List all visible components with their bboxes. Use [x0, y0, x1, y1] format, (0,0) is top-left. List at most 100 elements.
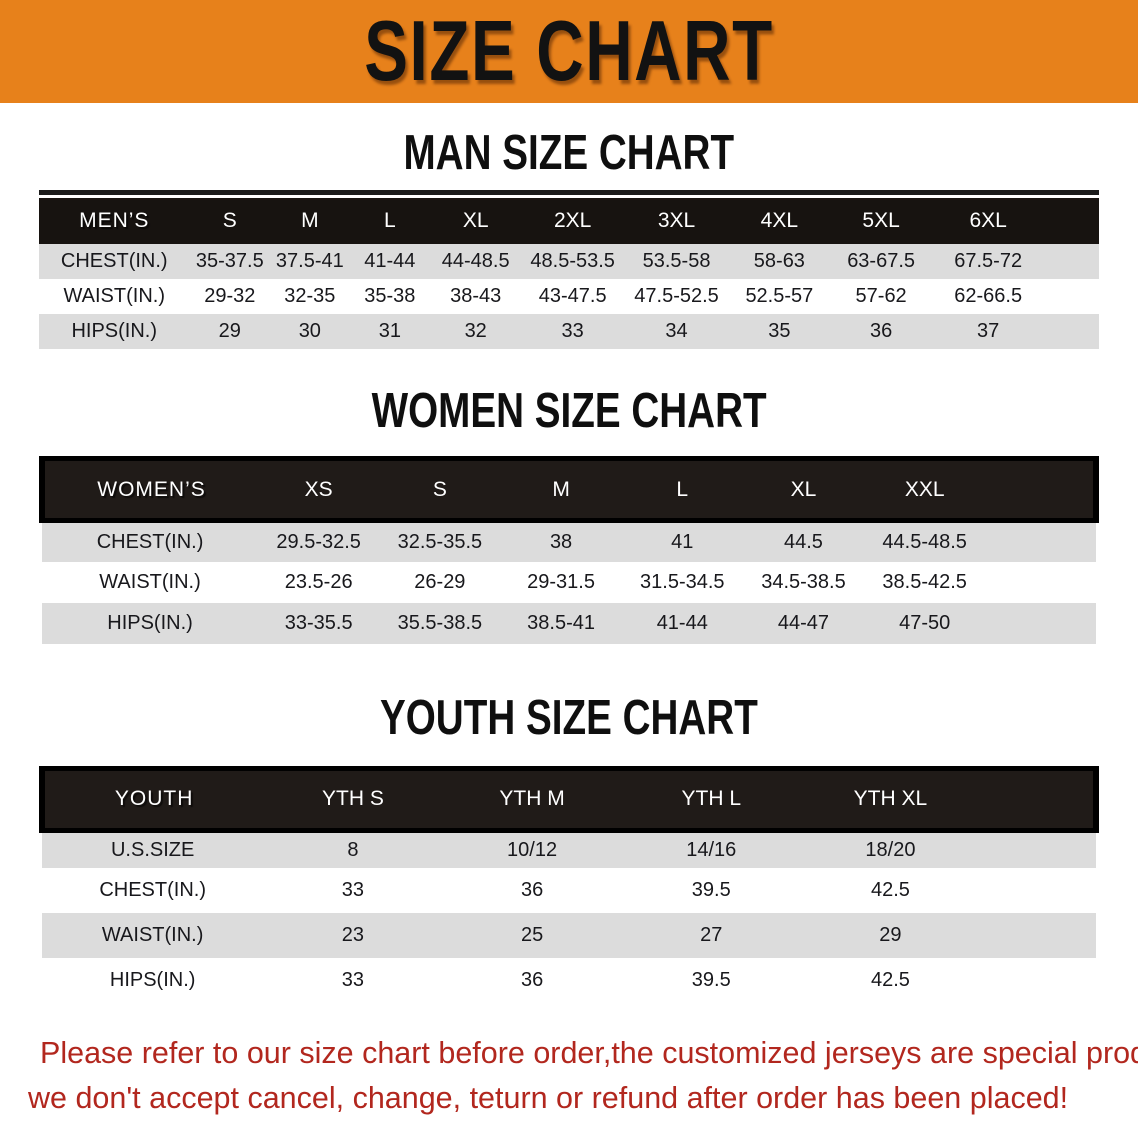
row-label: U.S.SIZE — [42, 830, 264, 868]
size-cell: 37 — [932, 314, 1044, 349]
women-group-label: WOMEN’S — [38, 456, 259, 523]
column-header: YTH XL — [800, 765, 981, 833]
size-cell: 42.5 — [800, 868, 981, 913]
men-size-table: MEN’S S M L XL 2XL 3XL 4XL 5XL 6XL CHEST… — [39, 198, 1099, 349]
size-cell: 27 — [621, 913, 801, 958]
column-header: 4XL — [729, 198, 830, 244]
banner: SIZE CHART — [0, 0, 1138, 103]
men-table-top-rule — [39, 190, 1099, 195]
women-table-wrap: WOMEN’S XS S M L XL XXL CHEST(IN.) 29.5-… — [38, 456, 1099, 644]
row-label: WAIST(IN.) — [39, 279, 190, 314]
men-header-row: MEN’S S M L XL 2XL 3XL 4XL 5XL 6XL — [39, 198, 1099, 244]
column-header: XXL — [864, 456, 986, 523]
size-cell: 41-44 — [349, 244, 431, 279]
column-header-filler — [985, 456, 1099, 523]
men-group-label: MEN’S — [39, 198, 190, 244]
size-cell: 38.5-41 — [500, 602, 622, 644]
size-cell: 14/16 — [621, 830, 801, 868]
size-cell-filler — [980, 868, 1096, 913]
size-cell-filler — [985, 561, 1096, 603]
youth-section: YOUTH SIZE CHART YOUTH YTH S YTH M YTH L… — [0, 688, 1138, 1003]
size-cell: 62-66.5 — [932, 279, 1044, 314]
size-cell: 36 — [442, 868, 622, 913]
size-cell: 38-43 — [430, 279, 522, 314]
youth-header-row: YOUTH YTH S YTH M YTH L YTH XL — [38, 765, 1099, 833]
size-cell-filler — [985, 520, 1096, 562]
size-cell: 33 — [263, 868, 443, 913]
size-cell: 44.5-48.5 — [864, 520, 986, 562]
women-size-table: WOMEN’S XS S M L XL XXL CHEST(IN.) 29.5-… — [38, 456, 1099, 644]
column-header: 3XL — [624, 198, 730, 244]
size-cell: 10/12 — [442, 830, 622, 868]
row-label: WAIST(IN.) — [42, 561, 259, 603]
size-cell: 29 — [189, 314, 271, 349]
size-cell: 37.5-41 — [270, 244, 350, 279]
men-section: MAN SIZE CHART MEN’S S M L XL 2XL 3XL 4X… — [0, 124, 1138, 349]
size-cell-filler — [980, 958, 1096, 1003]
size-cell: 41 — [621, 520, 743, 562]
size-cell: 36 — [442, 958, 622, 1003]
column-header: YTH L — [621, 765, 801, 833]
size-cell: 34.5-38.5 — [742, 561, 865, 603]
size-cell: 48.5-53.5 — [521, 244, 625, 279]
row-label: CHEST(IN.) — [42, 868, 264, 913]
size-cell: 44.5 — [742, 520, 865, 562]
size-cell: 43-47.5 — [521, 279, 625, 314]
size-cell-filler — [1043, 279, 1099, 314]
table-row: CHEST(IN.) 33 36 39.5 42.5 — [42, 868, 1096, 913]
size-cell: 52.5-57 — [729, 279, 830, 314]
size-cell: 33-35.5 — [258, 602, 380, 644]
table-row: U.S.SIZE 8 10/12 14/16 18/20 — [42, 830, 1096, 868]
size-cell: 29-31.5 — [500, 561, 622, 603]
size-cell-filler — [1043, 314, 1099, 349]
banner-title: SIZE CHART — [364, 3, 774, 99]
size-cell: 38.5-42.5 — [864, 561, 986, 603]
size-cell: 31 — [349, 314, 431, 349]
size-cell: 57-62 — [829, 279, 933, 314]
size-cell: 29.5-32.5 — [258, 520, 380, 562]
size-cell: 35 — [729, 314, 830, 349]
column-header: 5XL — [829, 198, 933, 244]
column-header: M — [500, 456, 622, 523]
size-cell: 32-35 — [270, 279, 350, 314]
table-row: WAIST(IN.) 23.5-26 26-29 29-31.5 31.5-34… — [42, 561, 1096, 603]
size-cell-filler — [1043, 244, 1099, 279]
column-header: S — [379, 456, 501, 523]
men-table-wrap: MEN’S S M L XL 2XL 3XL 4XL 5XL 6XL CHEST… — [39, 190, 1099, 349]
women-section: WOMEN SIZE CHART WOMEN’S XS S M L XL XXL — [0, 382, 1138, 644]
size-cell: 35-38 — [349, 279, 431, 314]
youth-section-title-text: YOUTH SIZE CHART — [380, 688, 758, 745]
table-row: HIPS(IN.) 33-35.5 35.5-38.5 38.5-41 41-4… — [42, 602, 1096, 644]
women-section-title-text: WOMEN SIZE CHART — [371, 382, 767, 438]
row-label: CHEST(IN.) — [39, 244, 190, 279]
youth-table-wrap: YOUTH YTH S YTH M YTH L YTH XL U.S.SIZE … — [38, 765, 1099, 1003]
size-cell: 33 — [521, 314, 625, 349]
size-cell: 47.5-52.5 — [624, 279, 730, 314]
row-label: WAIST(IN.) — [42, 913, 264, 958]
men-section-title-text: MAN SIZE CHART — [403, 124, 735, 180]
notice-line-1: Please refer to our size chart before or… — [40, 1036, 1138, 1070]
size-cell: 42.5 — [800, 958, 981, 1003]
size-cell: 47-50 — [864, 602, 986, 644]
size-cell: 53.5-58 — [624, 244, 730, 279]
column-header: YTH M — [442, 765, 622, 833]
size-cell: 8 — [263, 830, 443, 868]
column-header: M — [270, 198, 350, 244]
column-header: XS — [258, 456, 380, 523]
size-cell: 44-48.5 — [430, 244, 522, 279]
size-cell: 33 — [263, 958, 443, 1003]
size-cell: 35.5-38.5 — [379, 602, 501, 644]
table-row: CHEST(IN.) 35-37.5 37.5-41 41-44 44-48.5… — [39, 244, 1099, 279]
column-header: XL — [742, 456, 865, 523]
size-cell: 25 — [442, 913, 622, 958]
table-row: CHEST(IN.) 29.5-32.5 32.5-35.5 38 41 44.… — [42, 520, 1096, 562]
size-cell: 31.5-34.5 — [621, 561, 743, 603]
size-cell: 41-44 — [621, 602, 743, 644]
table-row: HIPS(IN.) 33 36 39.5 42.5 — [42, 958, 1096, 1003]
size-cell: 18/20 — [800, 830, 981, 868]
size-cell: 32.5-35.5 — [379, 520, 501, 562]
size-cell: 67.5-72 — [932, 244, 1044, 279]
size-cell: 39.5 — [621, 868, 801, 913]
notice-line-2: we don't accept cancel, change, teturn o… — [28, 1080, 1069, 1115]
row-label: CHEST(IN.) — [42, 520, 259, 562]
